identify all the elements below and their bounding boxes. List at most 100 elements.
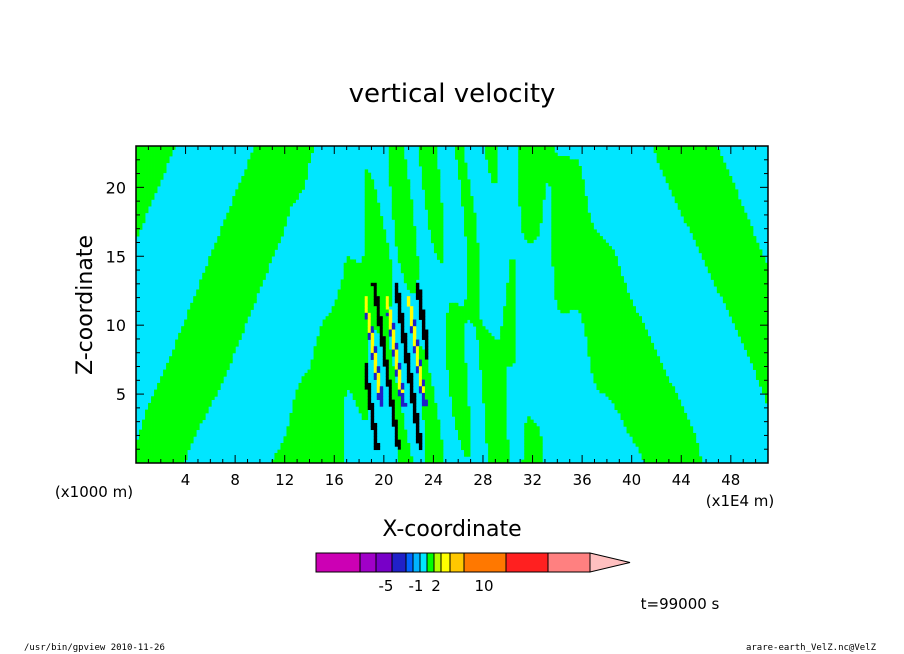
field-cell: [208, 336, 212, 340]
field-cell: [229, 222, 233, 227]
field-cell: [436, 426, 441, 431]
field-cell: [214, 279, 218, 284]
field-cell: [286, 429, 290, 434]
field-cell: [316, 416, 320, 421]
field-cell: [268, 199, 272, 204]
field-cell: [340, 342, 345, 347]
field-cell: [196, 352, 200, 357]
field-cell: [241, 236, 245, 240]
field-cell: [244, 242, 248, 247]
field-cell: [214, 296, 218, 300]
field-cell: [394, 229, 399, 234]
field-cell: [211, 396, 215, 400]
field-cell: [289, 456, 293, 461]
field-cell: [301, 376, 305, 380]
field-cell: [424, 342, 429, 347]
field-cell: [427, 426, 432, 431]
field-cell: [253, 179, 257, 184]
field-cell: [439, 206, 444, 210]
field-cell: [151, 429, 155, 434]
field-cell: [448, 379, 453, 384]
field-cell: [373, 239, 378, 244]
field-cell: [406, 442, 411, 447]
field-cell: [313, 352, 317, 357]
field-cell: [283, 182, 287, 187]
field-cell: [187, 342, 191, 347]
field-cell: [470, 212, 474, 217]
field-cell: [397, 436, 402, 441]
field-cell: [367, 306, 372, 310]
field-cell: [298, 426, 302, 431]
field-cell: [403, 269, 408, 274]
field-cell: [157, 409, 161, 414]
field-cell: [340, 402, 345, 407]
field-cell: [424, 362, 429, 367]
field-cell: [340, 459, 345, 463]
field-cell: [301, 146, 305, 150]
field-cell: [400, 246, 405, 250]
field-cell: [253, 252, 257, 257]
field-cell: [464, 186, 468, 190]
field-cell: [235, 339, 239, 344]
field-cell: [250, 296, 254, 300]
field-cell: [343, 392, 348, 397]
field-cell: [151, 169, 155, 174]
field-cell: [280, 229, 284, 234]
field-cell: [184, 329, 188, 334]
field-cell: [265, 166, 269, 170]
field-cell: [331, 372, 336, 377]
field-cell: [421, 179, 426, 184]
field-cell: [292, 406, 296, 411]
field-cell: [178, 379, 182, 384]
field-cell: [238, 232, 242, 237]
field-cell: [292, 452, 296, 457]
field-cell: [467, 222, 471, 227]
field-cell: [229, 239, 233, 244]
field-cell: [400, 212, 405, 217]
field-cell: [455, 146, 459, 150]
field-cell: [139, 172, 143, 177]
field-cell: [160, 392, 164, 397]
field-cell: [163, 146, 167, 150]
field-cell: [373, 199, 378, 204]
field-cell: [181, 359, 185, 364]
field-cell: [418, 352, 423, 357]
field-cell: [349, 376, 354, 380]
field-cell: [470, 206, 474, 210]
field-cell: [403, 239, 408, 244]
field-cell: [259, 282, 263, 287]
field-cell: [214, 359, 218, 364]
field-cell: [226, 226, 230, 230]
field-cell: [376, 372, 381, 377]
field-cell: [370, 202, 375, 207]
field-cell: [229, 292, 233, 297]
field-cell: [199, 386, 203, 390]
field-cell: [361, 312, 366, 317]
field-cell: [379, 389, 384, 394]
field-cell: [298, 182, 302, 187]
field-cell: [433, 182, 438, 187]
field-cell: [241, 259, 245, 264]
field-cell: [253, 229, 257, 234]
field-cell: [406, 216, 411, 220]
field-cell: [376, 282, 381, 287]
field-cell: [172, 412, 176, 417]
field-cell: [208, 379, 212, 384]
field-cell: [238, 329, 242, 334]
field-cell: [190, 346, 194, 350]
field-cell: [473, 239, 477, 244]
field-cell: [322, 452, 326, 457]
field-cell: [376, 232, 381, 237]
field-cell: [328, 382, 333, 387]
field-cell: [458, 162, 462, 167]
field-cell: [220, 369, 224, 374]
field-cell: [214, 329, 218, 334]
field-cell: [226, 316, 230, 320]
field-cell: [220, 282, 224, 287]
field-cell: [346, 326, 351, 330]
field-cell: [247, 192, 251, 197]
field-cell: [304, 456, 308, 461]
field-cell: [433, 446, 438, 451]
field-cell: [229, 336, 233, 340]
field-cell: [220, 319, 224, 324]
